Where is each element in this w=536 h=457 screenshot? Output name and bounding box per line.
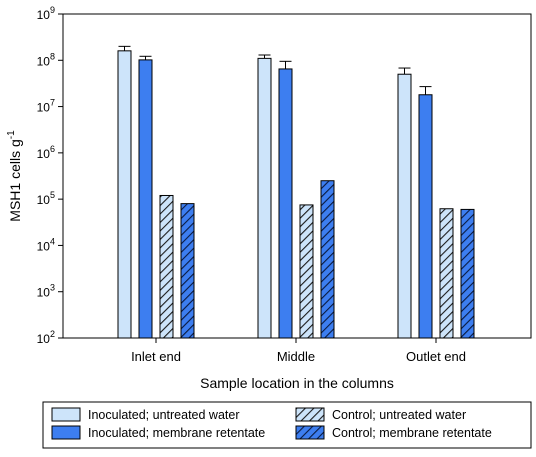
y-tick-label: 104 [37, 236, 55, 253]
y-tick-label: 106 [37, 144, 55, 161]
bar [320, 180, 335, 339]
bar [418, 94, 433, 339]
bar [460, 208, 475, 339]
legend-label: Inoculated; membrane retentate [88, 426, 265, 440]
legend-swatch [51, 425, 81, 440]
bar [397, 73, 412, 339]
bar [278, 68, 293, 339]
bar [257, 57, 272, 339]
x-tick-label: Outlet end [406, 349, 466, 364]
legend-label: Control; untreated water [332, 408, 466, 422]
x-tick-label: Middle [277, 349, 315, 364]
bar [117, 50, 132, 339]
legend-label: Control; membrane retentate [332, 426, 492, 440]
x-axis: Inlet end Middle Outlet end [131, 338, 466, 364]
y-tick-label: 107 [37, 98, 55, 115]
bar [439, 208, 454, 339]
y-axis-label: MSH1 cells g-1 [6, 130, 23, 222]
x-axis-label: Sample location in the columns [200, 375, 394, 391]
bar [159, 194, 174, 339]
y-tick-label: 109 [37, 5, 55, 22]
y-tick-label: 102 [37, 329, 55, 346]
legend-swatch [295, 425, 325, 440]
legend: Inoculated; untreated water Inoculated; m… [42, 401, 532, 449]
y-tick-label: 108 [37, 51, 55, 68]
bars [117, 45, 475, 339]
bar [180, 203, 195, 339]
y-tick-label: 105 [37, 190, 55, 207]
legend-label: Inoculated; untreated water [88, 408, 240, 422]
legend-swatch [295, 407, 325, 422]
bar [138, 59, 153, 339]
plot-area [62, 13, 532, 339]
y-tick-label: 103 [37, 283, 55, 300]
x-tick-label: Inlet end [131, 349, 181, 364]
legend-swatch [51, 407, 81, 422]
bar [299, 204, 314, 339]
y-axis: 102 103 104 105 106 107 108 109 [37, 5, 63, 346]
